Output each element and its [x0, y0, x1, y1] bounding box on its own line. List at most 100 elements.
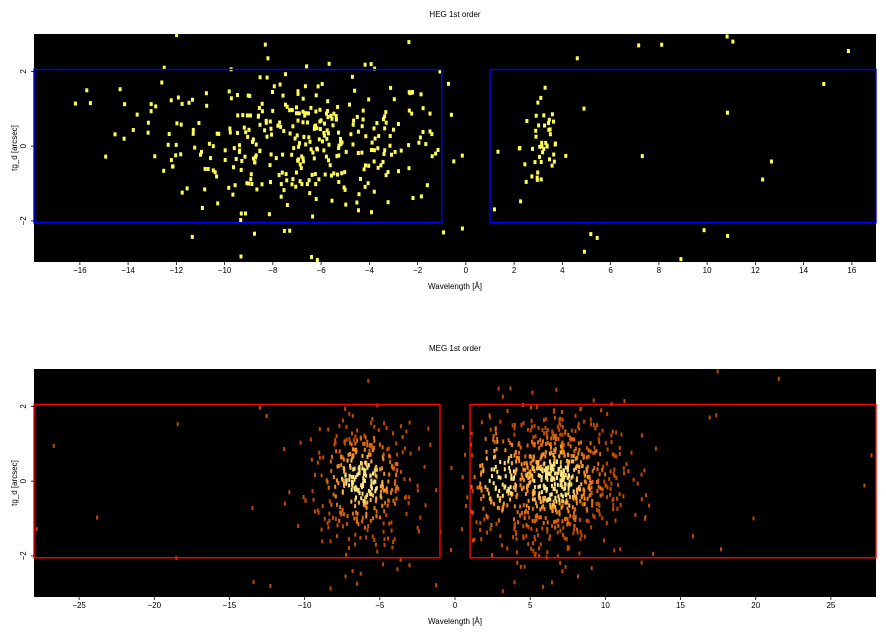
meg-event-pixel: [362, 481, 364, 486]
heg-event-pixel: [336, 172, 339, 177]
heg-event-pixel: [300, 154, 304, 159]
meg-event-pixel: [354, 441, 357, 446]
heg-event-pixel: [104, 154, 108, 159]
meg-event-pixel: [374, 542, 377, 547]
heg-event-pixel: [190, 234, 194, 239]
heg-event-pixel: [460, 153, 464, 158]
meg-event-pixel: [563, 431, 566, 436]
meg-event-pixel: [283, 501, 286, 506]
meg-event-pixel: [336, 534, 338, 539]
meg-event-pixel: [566, 500, 569, 505]
meg-event-pixel: [623, 471, 625, 476]
meg-event-pixel: [353, 447, 356, 452]
heg-event-pixel: [589, 232, 593, 237]
heg-event-pixel: [373, 136, 377, 141]
meg-event-pixel: [554, 449, 557, 454]
meg-event-pixel: [479, 520, 482, 525]
meg-event-pixel: [589, 417, 592, 422]
meg-event-pixel: [566, 506, 569, 511]
meg-event-pixel: [405, 494, 408, 499]
heg-event-pixel: [268, 119, 272, 124]
heg-event-pixel: [268, 163, 272, 168]
heg-x-tick-label: 10: [703, 266, 712, 275]
meg-event-pixel: [544, 450, 547, 455]
heg-event-pixel: [233, 183, 237, 188]
heg-event-pixel: [297, 111, 301, 116]
meg-event-pixel: [546, 440, 549, 445]
meg-event-pixel: [354, 532, 357, 537]
meg-event-pixel: [396, 452, 399, 457]
meg-event-pixel: [386, 503, 389, 508]
heg-event-pixel: [348, 102, 351, 107]
heg-event-pixel: [350, 74, 354, 79]
heg-event-pixel: [322, 148, 326, 153]
meg-event-pixel: [560, 471, 563, 476]
meg-event-pixel: [609, 469, 612, 474]
heg-event-pixel: [351, 142, 355, 147]
heg-event-pixel: [726, 110, 729, 115]
meg-event-pixel: [555, 387, 558, 392]
meg-event-pixel: [475, 520, 478, 525]
meg-event-pixel: [533, 441, 536, 446]
meg-event-pixel: [512, 485, 515, 490]
meg-event-pixel: [347, 452, 350, 457]
meg-event-layer: [35, 369, 873, 594]
heg-event-pixel: [534, 128, 538, 133]
meg-event-pixel: [357, 500, 360, 505]
heg-event-pixel: [533, 160, 537, 165]
heg-event-pixel: [726, 233, 730, 238]
meg-event-pixel: [537, 473, 540, 478]
meg-event-pixel: [548, 451, 551, 456]
meg-event-pixel: [530, 405, 532, 410]
meg-event-pixel: [585, 455, 588, 460]
meg-event-pixel: [370, 443, 373, 448]
meg-event-pixel: [360, 496, 363, 501]
heg-event-pixel: [541, 150, 545, 155]
meg-event-pixel: [519, 564, 522, 569]
heg-event-pixel: [239, 218, 243, 222]
meg-event-pixel: [379, 515, 381, 520]
meg-event-pixel: [340, 463, 343, 468]
meg-event-pixel: [531, 458, 534, 463]
meg-event-pixel: [487, 491, 490, 496]
meg-event-pixel: [495, 522, 498, 526]
meg-event-pixel: [589, 441, 592, 446]
heg-event-pixel: [370, 148, 373, 152]
heg-event-pixel: [249, 172, 253, 177]
meg-event-pixel: [562, 471, 565, 476]
heg-event-pixel: [295, 105, 298, 110]
meg-event-pixel: [396, 462, 399, 467]
meg-event-pixel: [538, 491, 541, 496]
heg-x-tick-label: 12: [751, 266, 760, 275]
meg-event-pixel: [504, 448, 507, 453]
heg-event-pixel: [355, 114, 359, 119]
heg-event-pixel: [534, 134, 538, 139]
heg-event-pixel: [372, 159, 376, 164]
meg-event-pixel: [590, 491, 593, 496]
meg-event-pixel: [366, 443, 369, 448]
heg-event-pixel: [123, 102, 127, 107]
heg-event-pixel: [199, 152, 202, 157]
meg-event-pixel: [567, 432, 570, 437]
meg-event-pixel: [390, 528, 393, 533]
meg-event-pixel: [501, 589, 504, 594]
meg-event-pixel: [542, 439, 544, 444]
heg-event-pixel: [540, 144, 544, 149]
meg-event-pixel: [532, 435, 535, 440]
meg-y-tick-label: 0: [19, 478, 28, 483]
heg-event-pixel: [162, 65, 166, 70]
meg-event-pixel: [611, 429, 614, 434]
meg-event-pixel: [598, 509, 601, 513]
meg-event-pixel: [863, 483, 866, 488]
meg-event-pixel: [556, 424, 559, 429]
meg-event-pixel: [567, 509, 570, 514]
meg-event-pixel: [568, 503, 571, 508]
heg-event-pixel: [307, 111, 310, 116]
heg-event-pixel: [334, 117, 338, 122]
meg-event-pixel: [386, 447, 389, 452]
meg-extraction-region-2: [469, 403, 877, 559]
heg-event-pixel: [310, 255, 313, 259]
meg-event-pixel: [540, 478, 543, 483]
meg-event-pixel: [598, 472, 601, 477]
meg-event-pixel: [362, 499, 365, 504]
